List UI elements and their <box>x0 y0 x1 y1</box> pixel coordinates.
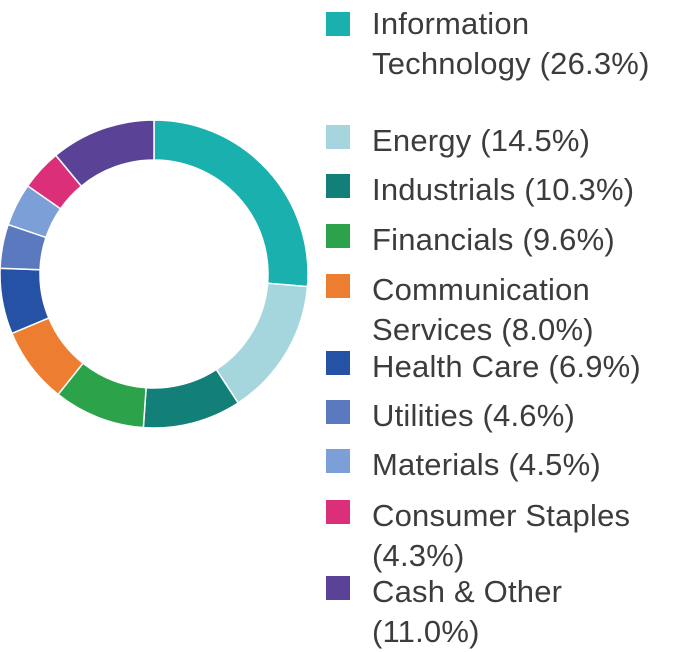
legend-label: Financials (9.6%) <box>372 222 615 257</box>
legend-label: Consumer Staples (4.3%) <box>372 498 631 573</box>
legend-swatch <box>326 500 350 524</box>
legend-label: Energy (14.5%) <box>372 123 591 158</box>
legend-label: Health Care (6.9%) <box>372 349 641 384</box>
legend-label: Materials (4.5%) <box>372 447 601 482</box>
legend-swatch <box>326 274 350 298</box>
legend-swatch <box>326 576 350 600</box>
legend-label: Industrials (10.3%) <box>372 172 635 207</box>
legend-swatch <box>326 351 350 375</box>
legend-swatch <box>326 224 350 248</box>
legend-label: Utilities (4.6%) <box>372 398 576 433</box>
donut-slice-cash-other <box>54 119 155 188</box>
legend-swatch <box>326 449 350 473</box>
legend-swatch <box>326 174 350 198</box>
legend-swatch <box>326 12 350 36</box>
legend-swatch <box>326 125 350 149</box>
legend-swatch <box>326 400 350 424</box>
legend-label: Communication Services (8.0%) <box>372 272 594 347</box>
legend-label: Information Technology (26.3%) <box>372 6 650 81</box>
legend-label: Cash & Other (11.0%) <box>372 574 563 649</box>
donut-slice-energy <box>215 282 309 405</box>
donut-slice-information-technology <box>153 119 309 288</box>
donut-slices <box>0 119 309 429</box>
